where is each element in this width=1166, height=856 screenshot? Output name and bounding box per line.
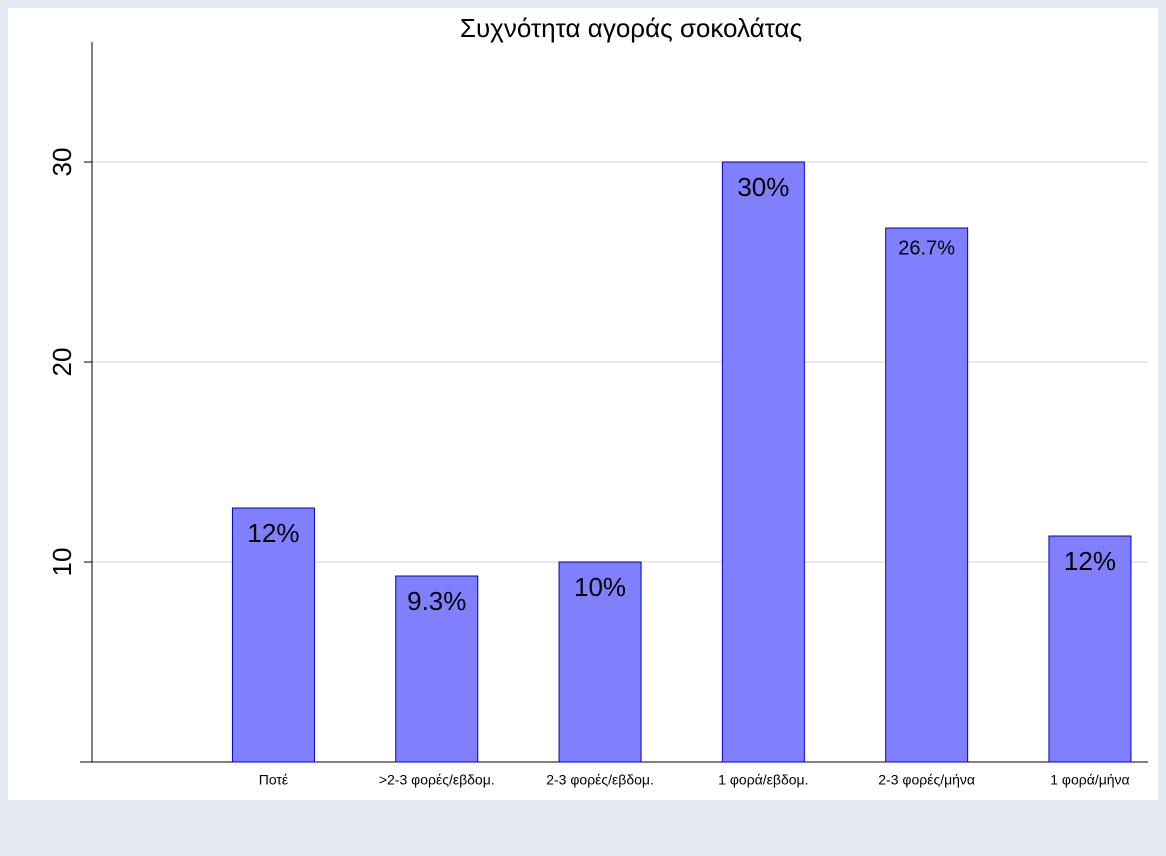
y-tick-label: 10 <box>47 548 77 577</box>
y-tick-label: 20 <box>47 348 77 377</box>
x-tick-label: >2-3 φορές/εβδομ. <box>379 772 495 788</box>
y-tick-label: 30 <box>47 148 77 177</box>
bar <box>558 561 642 763</box>
x-tick-label: 2-3 φορές/εβδομ. <box>546 772 654 788</box>
bar <box>721 161 805 763</box>
chart-title: Συχνότητα αγοράς σοκολάτας <box>460 13 802 43</box>
bar <box>395 575 479 763</box>
x-tick-label: 2-3 φορές/μήνα <box>878 772 975 788</box>
value-label: 12% <box>247 518 299 548</box>
x-tick-label: 1 φορά/μήνα <box>1050 772 1129 788</box>
value-label: 30% <box>737 172 789 202</box>
value-label: 26.7% <box>898 237 955 259</box>
x-tick-label: 1 φορά/εβδομ. <box>718 772 808 788</box>
bar <box>1048 535 1132 763</box>
value-label: 12% <box>1064 546 1116 576</box>
bar <box>885 227 969 763</box>
value-label: 10% <box>574 572 626 602</box>
value-label: 9.3% <box>407 586 466 616</box>
bar <box>231 507 315 763</box>
x-tick-label: Ποτέ <box>259 772 288 788</box>
